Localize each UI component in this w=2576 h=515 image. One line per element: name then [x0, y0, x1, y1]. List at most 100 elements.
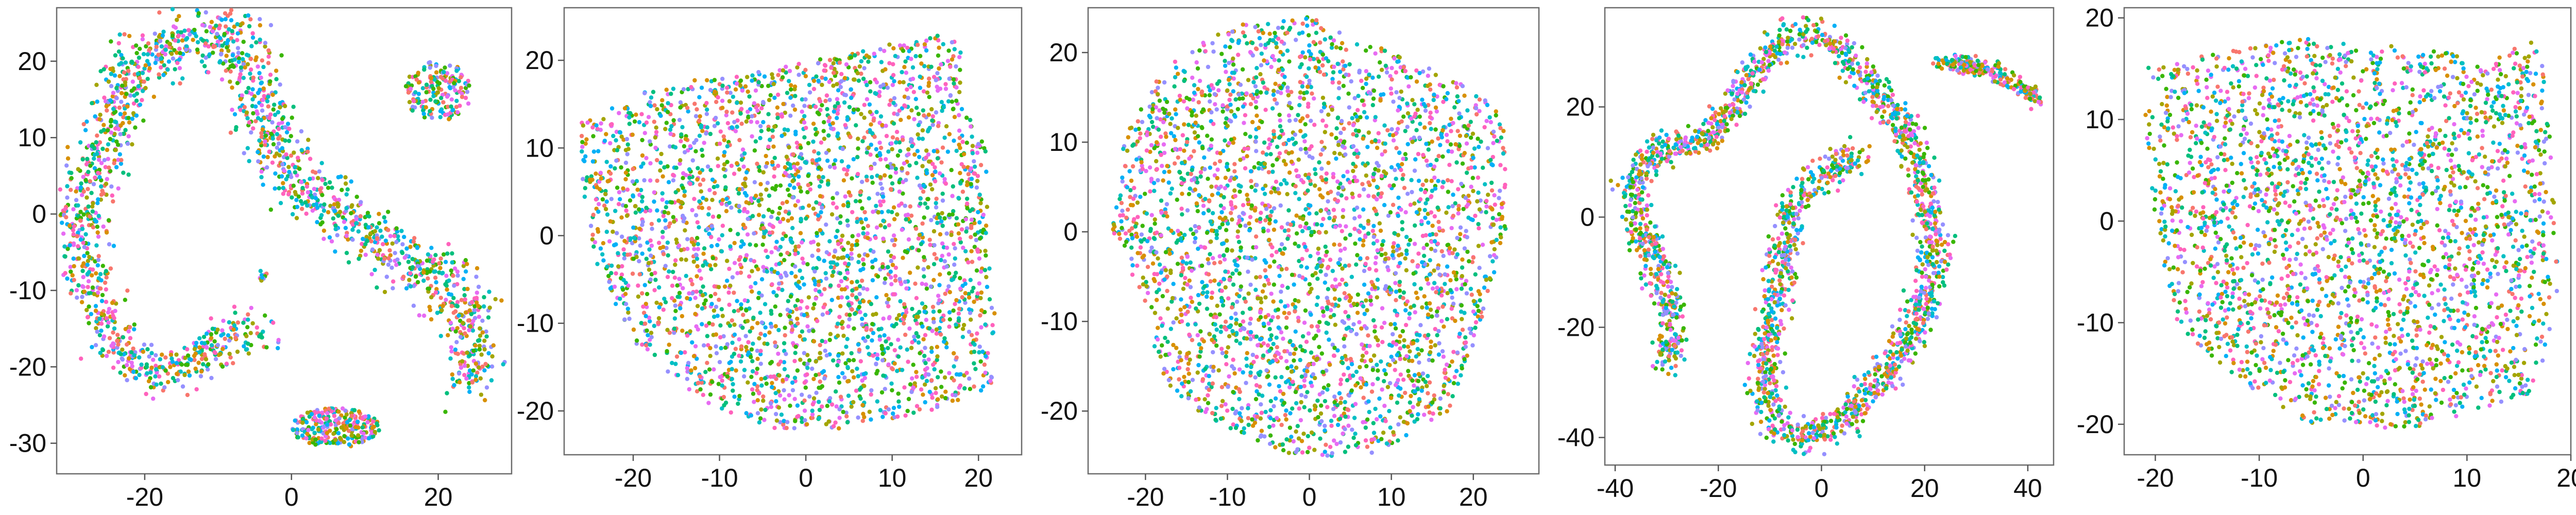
data-point [824, 93, 829, 98]
data-point [109, 72, 113, 76]
data-point [118, 352, 123, 356]
data-point [449, 104, 453, 109]
data-point [361, 236, 365, 242]
data-point [595, 262, 600, 266]
data-point [914, 161, 919, 165]
data-point [891, 121, 896, 126]
data-point [196, 360, 201, 365]
data-point [755, 356, 760, 361]
data-point [197, 345, 202, 350]
data-point [934, 205, 939, 210]
data-point [924, 148, 929, 153]
data-point [469, 312, 474, 317]
data-point [950, 40, 955, 45]
data-point [843, 93, 849, 97]
data-point [640, 153, 645, 158]
data-point [737, 258, 741, 262]
data-point [421, 270, 426, 275]
data-point [741, 222, 746, 227]
data-point [776, 211, 782, 216]
data-point [789, 270, 794, 276]
data-point [278, 201, 283, 205]
data-point [235, 81, 240, 85]
data-point [194, 340, 199, 346]
data-point [117, 152, 122, 157]
data-point [759, 383, 764, 388]
data-point [745, 319, 750, 323]
data-point [906, 359, 910, 364]
data-point [631, 167, 635, 171]
data-point [392, 234, 397, 238]
data-point [85, 263, 90, 267]
data-point [749, 374, 754, 379]
data-point [655, 107, 659, 112]
data-point [332, 209, 337, 214]
data-point [679, 132, 684, 137]
data-point [157, 374, 162, 379]
data-point [151, 94, 156, 99]
data-point [866, 59, 871, 64]
data-point [284, 152, 289, 157]
data-point [468, 324, 473, 329]
data-point [604, 160, 609, 164]
data-point [86, 169, 91, 174]
data-point [856, 342, 861, 347]
data-point [835, 116, 839, 121]
data-point [377, 221, 382, 226]
data-point [926, 80, 931, 85]
data-point [845, 379, 850, 384]
data-point [665, 328, 670, 332]
data-point [738, 83, 743, 88]
data-point [906, 237, 911, 242]
data-point [929, 378, 934, 383]
data-point [678, 158, 683, 163]
data-point [791, 195, 795, 200]
data-point [740, 88, 745, 93]
data-point [714, 344, 718, 349]
data-point [165, 67, 170, 72]
data-point [836, 333, 840, 338]
data-point [363, 222, 368, 227]
data-point [835, 134, 840, 139]
data-point [320, 178, 325, 182]
data-point [969, 177, 974, 181]
data-point [718, 374, 722, 380]
data-point [740, 325, 745, 330]
data-point [80, 268, 85, 273]
data-point [839, 72, 844, 76]
data-point [923, 346, 927, 350]
data-point [839, 279, 844, 284]
data-point [370, 247, 375, 252]
data-point [246, 312, 250, 317]
data-point [917, 183, 922, 188]
data-point [626, 283, 631, 288]
data-point [349, 179, 353, 184]
data-point [918, 85, 923, 90]
data-point [303, 200, 308, 205]
data-point [276, 346, 280, 351]
data-point [185, 392, 190, 398]
data-point [878, 181, 883, 186]
data-point [369, 239, 374, 244]
data-point [146, 41, 151, 46]
data-point [161, 29, 166, 34]
data-point [929, 218, 934, 222]
data-point [655, 158, 659, 163]
data-point [281, 192, 285, 196]
data-point [627, 115, 632, 120]
data-point [940, 224, 945, 228]
data-point [270, 120, 275, 125]
data-point [855, 219, 859, 224]
data-point [931, 362, 936, 367]
data-point [461, 320, 465, 325]
data-point [454, 105, 459, 109]
data-point [792, 107, 798, 112]
data-point [767, 230, 772, 235]
data-point [947, 76, 952, 81]
data-point [977, 350, 981, 355]
data-point [657, 305, 662, 310]
data-point [449, 97, 454, 102]
data-point [463, 331, 467, 336]
data-point [81, 261, 86, 266]
data-point [802, 282, 806, 287]
